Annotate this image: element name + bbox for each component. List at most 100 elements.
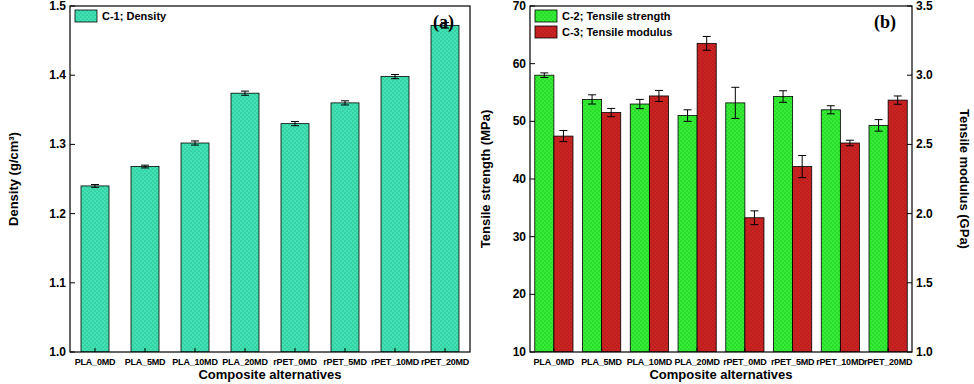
y-axis-label: Density (g/cm³) <box>6 132 21 226</box>
error-bar <box>391 75 399 79</box>
y-tick-label: 1.4 <box>49 68 66 82</box>
error-cap <box>91 187 99 188</box>
panel-title: (a) <box>433 12 454 33</box>
bar <box>630 104 649 352</box>
bar <box>793 167 812 352</box>
bar <box>231 93 259 352</box>
x-tick-label: rPET_5MD <box>323 357 367 367</box>
error-bar <box>846 140 854 146</box>
legend: C-2; Tensile strength C-3; Tensile modulu… <box>535 10 672 38</box>
bar <box>602 113 621 352</box>
error-cap <box>894 104 902 105</box>
error-cap <box>798 177 806 178</box>
x-tick <box>888 348 889 352</box>
y-tick-label: 1.5 <box>49 0 66 13</box>
legend-swatch <box>535 10 557 22</box>
error-stem <box>592 95 593 104</box>
y-tick <box>530 6 535 7</box>
x-tick <box>95 348 96 352</box>
bar <box>649 96 668 352</box>
error-cap <box>241 91 249 92</box>
y-tick-label: 40 <box>513 172 527 186</box>
error-bar <box>894 96 902 104</box>
x-tick-label: PLA_5MD <box>125 357 166 367</box>
error-cap <box>607 116 615 117</box>
bar <box>888 100 907 352</box>
y-tick <box>530 294 535 295</box>
error-bar <box>341 101 349 105</box>
x-tick <box>553 348 554 352</box>
error-cap <box>559 141 567 142</box>
x-tick <box>395 348 396 352</box>
bar <box>697 43 716 352</box>
plot-frame <box>530 6 912 352</box>
bar <box>331 103 359 352</box>
bar <box>281 124 309 352</box>
y2-tick-label: 1.0 <box>916 345 933 359</box>
y2-tick <box>907 6 912 7</box>
bar <box>381 77 409 352</box>
error-cap <box>540 72 548 73</box>
error-cap <box>827 105 835 106</box>
x-tick <box>295 348 296 352</box>
error-cap <box>703 50 711 51</box>
error-cap <box>91 184 99 185</box>
y2-tick <box>907 75 912 76</box>
x-tick-label: PLA_0MD <box>75 357 116 367</box>
y2-tick-label: 3.5 <box>916 0 933 13</box>
legend-label: C-2; Tensile strength <box>562 10 671 22</box>
y2-tick-label: 1.5 <box>916 276 933 290</box>
x-tick-label: rPET_20MD <box>421 357 470 367</box>
error-cap <box>588 104 596 105</box>
error-stem <box>783 91 784 103</box>
y-axis-label: Tensile strength (MPa) <box>478 110 493 248</box>
error-cap <box>684 121 692 122</box>
y-tick <box>70 75 75 76</box>
error-cap <box>291 121 299 122</box>
error-stem <box>245 91 246 95</box>
x-tick <box>792 348 793 352</box>
y2-tick <box>907 213 912 214</box>
bar <box>81 186 109 352</box>
error-bar <box>291 122 299 126</box>
plot-frame <box>70 6 470 352</box>
error-cap <box>540 77 548 78</box>
figure: 1.01.11.21.31.41.5PLA_0MDPLA_5MDPLA_10MD… <box>0 0 974 384</box>
y-tick <box>530 63 535 64</box>
error-bar <box>827 106 835 114</box>
y2-tick <box>907 282 912 283</box>
bar <box>535 75 554 352</box>
error-stem <box>345 101 346 105</box>
error-cap <box>846 145 854 146</box>
panel: 1.01.11.21.31.41.5PLA_0MDPLA_5MDPLA_10MD… <box>6 0 470 382</box>
error-cap <box>607 108 615 109</box>
y-tick-label: 1.2 <box>49 207 66 221</box>
x-tick-label: rPET_0MD <box>723 357 767 367</box>
error-bar <box>141 165 149 168</box>
legend-label: C-3; Tensile modulus <box>562 26 672 38</box>
bar <box>726 103 745 352</box>
error-cap <box>750 224 758 225</box>
error-stem <box>544 73 545 78</box>
error-stem <box>611 108 612 116</box>
error-bar <box>684 110 692 122</box>
x-tick-label: PLA_20MD <box>674 357 720 367</box>
error-bar <box>798 155 806 177</box>
bar <box>869 125 888 352</box>
x-axis-label: Composite alternatives <box>198 367 341 382</box>
x-tick-label: rPET_5MD <box>771 357 815 367</box>
x-tick-label: rPET_10MD <box>371 357 420 367</box>
error-cap <box>141 167 149 168</box>
bar <box>131 167 159 352</box>
error-stem <box>687 110 688 122</box>
x-tick <box>840 348 841 352</box>
error-stem <box>563 131 564 142</box>
legend-swatch <box>75 10 97 22</box>
error-cap <box>391 74 399 75</box>
y-tick <box>530 352 535 353</box>
x-tick-label: PLA_5MD <box>581 357 622 367</box>
panel-title: (b) <box>874 12 896 33</box>
x-tick-label: rPET_20MD <box>864 357 913 367</box>
x-tick-label: rPET_0MD <box>273 357 317 367</box>
x-tick <box>601 348 602 352</box>
